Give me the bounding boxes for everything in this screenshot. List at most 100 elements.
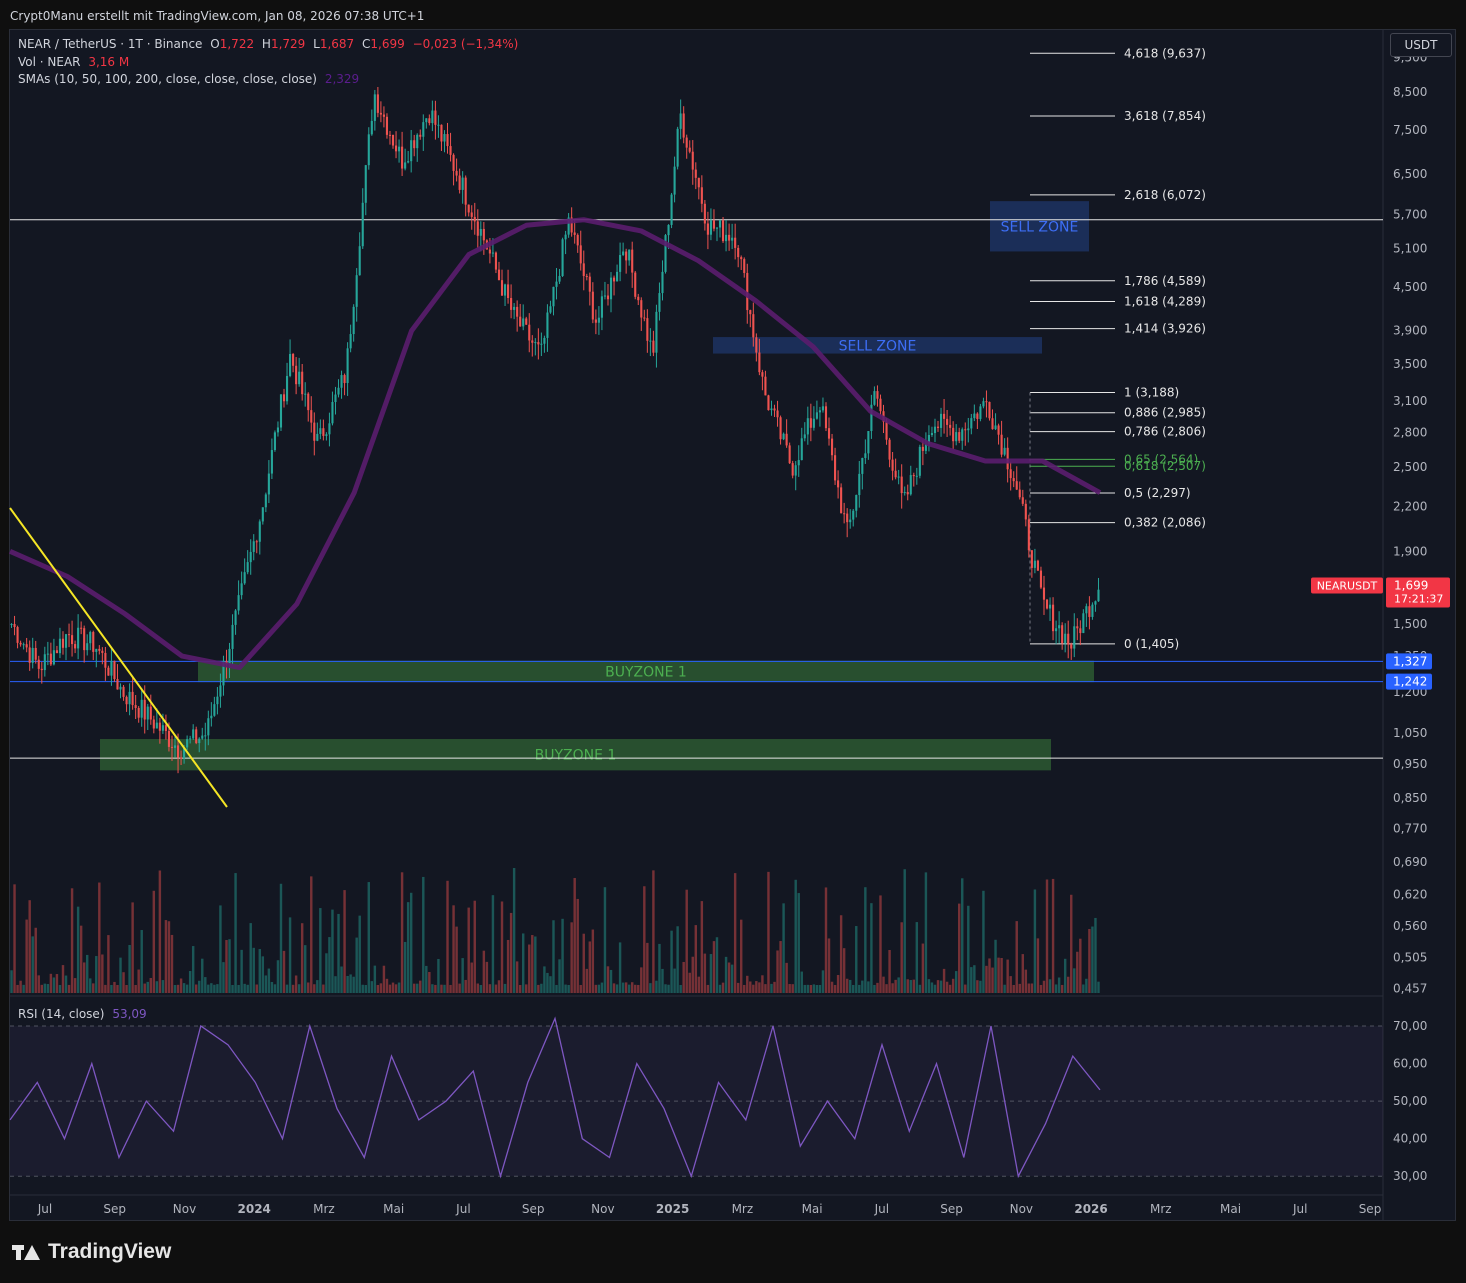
volume-bar (588, 941, 592, 993)
candle-body (510, 298, 513, 310)
volume-bar (855, 926, 858, 993)
candle-body (930, 433, 934, 435)
volume-legend[interactable]: Vol · NEAR 3,16 M (18, 55, 133, 69)
volume-bar (903, 869, 906, 993)
candle-body (252, 541, 255, 552)
candle-body (276, 427, 280, 433)
ohlc-legend: NEAR / TetherUS · 1T · Binance O1,722 H1… (18, 37, 522, 51)
candle-body (434, 110, 437, 125)
volume-bar (1006, 959, 1009, 993)
candle-body (401, 146, 404, 169)
volume-bar (349, 974, 352, 993)
sma-legend[interactable]: SMAs (10, 50, 100, 200, close, close, cl… (18, 72, 363, 86)
volume-bar (252, 947, 255, 993)
candle-body (688, 147, 691, 152)
volume-bar (143, 983, 146, 993)
currency-button[interactable]: USDT (1390, 33, 1452, 57)
candle-body (1097, 589, 1100, 602)
candle-body (1033, 560, 1036, 568)
candle-body (1018, 489, 1021, 498)
symbol-label[interactable]: NEAR / TetherUS · 1T · Binance (18, 37, 203, 51)
volume-bar (367, 882, 371, 993)
candle-body (522, 318, 525, 327)
candle-body (933, 426, 937, 434)
candle-body (740, 257, 743, 260)
candle-body (594, 319, 597, 323)
volume-bar (891, 983, 894, 993)
volume-bar (667, 984, 670, 993)
candle-body (1082, 613, 1085, 634)
candle-body (52, 650, 55, 665)
candle-body (852, 510, 855, 520)
candle-body (1052, 604, 1055, 632)
candle-body (531, 340, 534, 343)
candle-body (824, 406, 828, 429)
volume-bar (494, 984, 498, 993)
candle-body (830, 438, 834, 456)
x-tick-label: Mrz (732, 1202, 754, 1216)
volume-bar (1009, 976, 1012, 993)
volume-bar (1076, 951, 1079, 993)
candle-body (891, 459, 894, 471)
low-value: 1,687 (319, 37, 355, 51)
volume-bar (627, 984, 631, 993)
candle-body (279, 394, 283, 428)
volume-bar (125, 984, 128, 993)
candle-body (873, 391, 876, 405)
candle-body (228, 648, 231, 665)
volume-bar (809, 985, 813, 993)
y-tick-label: 0,457 (1393, 981, 1427, 995)
candle-body (267, 473, 270, 495)
volume-bar (319, 908, 322, 993)
volume-bar (791, 984, 794, 993)
volume-bar (1000, 957, 1003, 993)
candle-body (170, 746, 174, 748)
chart-frame (9, 29, 1456, 1221)
candle-body (697, 177, 700, 188)
candle-body (234, 610, 237, 625)
volume-bar (661, 968, 664, 993)
volume-bar (839, 915, 843, 993)
candle-body (92, 632, 95, 652)
candle-body (370, 120, 373, 135)
volume-bar (61, 965, 65, 993)
candle-body (270, 450, 273, 474)
candle-body (897, 476, 900, 478)
volume-bar (89, 978, 92, 993)
fib-label: 4,618 (9,637) (1124, 46, 1206, 60)
volume-bar (52, 977, 56, 993)
volume-bar (540, 983, 543, 993)
candle-body (846, 513, 849, 523)
candle-body (1027, 519, 1030, 551)
candle-body (431, 110, 434, 124)
rsi-legend[interactable]: RSI (14, close) 53,09 (18, 1007, 151, 1021)
y-tick-label: 1,050 (1393, 726, 1427, 740)
volume-bar (207, 984, 210, 993)
volume-bar (1048, 979, 1052, 993)
candle-body (631, 249, 634, 273)
candle-body (192, 729, 195, 739)
volume-bar (670, 930, 673, 993)
volume-bar (43, 983, 47, 993)
candle-body (1064, 633, 1067, 644)
volume-bar (303, 945, 307, 993)
candle-body (1021, 497, 1024, 504)
candle-body (943, 413, 946, 419)
volume-bar (558, 959, 561, 993)
volume-bar (1097, 981, 1100, 993)
candle-body (691, 151, 694, 170)
volume-bar (279, 883, 283, 993)
volume-bar (85, 954, 89, 993)
volume-bar (1030, 983, 1034, 993)
volume-bar (79, 925, 83, 993)
candle-body (482, 228, 485, 241)
candle-body (273, 432, 276, 451)
tradingview-icon (12, 1243, 42, 1261)
x-tick-label: Jul (37, 1202, 52, 1216)
tradingview-logo[interactable]: TradingView (12, 1240, 171, 1264)
volume-bar (573, 878, 576, 993)
volume-bar (521, 933, 525, 993)
volume-bar (858, 984, 861, 993)
rsi-tick-label: 70,00 (1393, 1019, 1427, 1033)
